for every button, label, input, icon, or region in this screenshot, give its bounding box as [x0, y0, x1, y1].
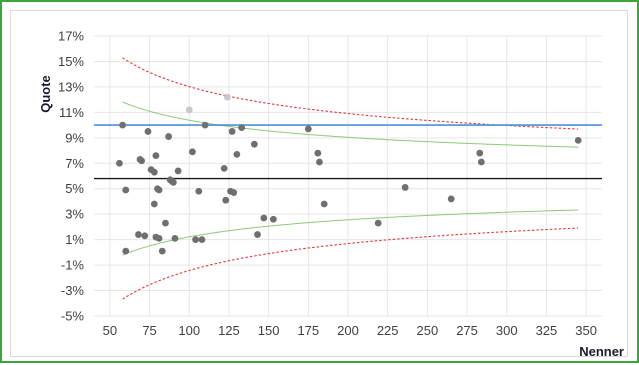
- data-point: [195, 187, 203, 195]
- y-tick-label: 11%: [59, 105, 84, 120]
- y-tick-label: -3%: [61, 283, 85, 298]
- data-point: [198, 236, 206, 244]
- data-point: [254, 231, 261, 238]
- x-tick-label: 275: [456, 323, 478, 338]
- y-tick-label: 13%: [58, 79, 84, 94]
- reference-lines: [94, 124, 602, 180]
- data-point: [152, 152, 160, 160]
- data-point: [158, 247, 166, 255]
- data-point: [162, 219, 169, 227]
- data-point: [233, 150, 241, 158]
- x-tick-label: 250: [417, 323, 439, 338]
- data-point: [150, 200, 158, 208]
- inner-limit-lower: [122, 209, 579, 256]
- data-point: [238, 124, 246, 132]
- data-point: [220, 164, 228, 172]
- control-limit-bands: [122, 57, 579, 300]
- x-tick-label: 350: [575, 323, 597, 338]
- data-point: [119, 121, 126, 129]
- y-tick-label: 5%: [65, 181, 84, 196]
- data-point: [230, 189, 238, 196]
- y-tick-label: -1%: [61, 258, 85, 273]
- x-tick-label: 200: [337, 323, 359, 338]
- data-point: [304, 125, 312, 133]
- data-point: [144, 128, 152, 135]
- data-point: [189, 148, 196, 156]
- data-point: [155, 186, 163, 194]
- data-point: [447, 195, 455, 203]
- data-point: [314, 149, 322, 157]
- x-tick-label: 175: [297, 323, 319, 338]
- data-point: [165, 133, 173, 140]
- y-axis-label: Quote: [38, 75, 53, 113]
- data-point: [174, 167, 182, 175]
- gridlines: [94, 35, 602, 317]
- data-point-highlight: [185, 106, 193, 114]
- outer-limit-upper: [122, 57, 579, 130]
- y-tick-label: 7%: [65, 156, 84, 171]
- y-tick-label: 17%: [58, 29, 84, 44]
- data-point: [477, 158, 485, 166]
- data-point: [476, 149, 484, 157]
- data-point: [260, 214, 268, 222]
- data-point: [316, 158, 323, 166]
- data-point: [138, 157, 146, 165]
- data-points: [116, 93, 582, 255]
- y-tick-label: 1%: [65, 232, 84, 247]
- x-tick-label: 150: [258, 323, 280, 338]
- data-point: [250, 140, 258, 148]
- y-tick-label: 9%: [65, 130, 84, 145]
- x-tick-label: 225: [377, 323, 399, 338]
- data-point-highlight: [223, 93, 231, 101]
- data-point: [192, 236, 200, 244]
- x-tick-label: 125: [218, 323, 240, 338]
- y-axis-ticks: -5% -3% -1% 1% 3% 5% 7% 9% 11% 13% 15% 17%: [58, 29, 84, 324]
- data-point: [135, 231, 142, 238]
- data-point: [150, 168, 158, 176]
- data-point: [122, 247, 130, 255]
- data-point: [201, 121, 209, 129]
- x-tick-label: 325: [536, 323, 558, 338]
- x-axis-ticks: 50 75 100 125 150 175 200 225 250 275 300 325 350: [103, 323, 597, 338]
- data-point: [116, 159, 123, 167]
- data-point: [171, 234, 179, 242]
- data-point: [269, 215, 277, 223]
- y-tick-label: 15%: [58, 54, 84, 69]
- x-tick-label: 100: [178, 323, 200, 338]
- inner-limit-upper: [122, 101, 579, 148]
- y-tick-label: 3%: [65, 207, 84, 222]
- x-tick-label: 300: [496, 323, 518, 338]
- x-axis-label: Nenner: [579, 344, 624, 359]
- data-point: [574, 136, 582, 144]
- data-point: [374, 219, 382, 227]
- y-tick-label: -5%: [61, 309, 85, 324]
- data-point: [401, 184, 409, 191]
- data-point: [222, 196, 230, 204]
- data-point: [320, 200, 328, 208]
- x-tick-label: 75: [142, 323, 156, 338]
- x-tick-label: 50: [103, 323, 117, 338]
- data-point: [141, 232, 149, 240]
- data-point: [155, 234, 163, 242]
- data-point: [228, 128, 236, 135]
- outer-limit-lower: [122, 227, 579, 300]
- chart-area: [10, 10, 628, 357]
- data-point: [122, 186, 130, 194]
- data-point: [169, 178, 177, 186]
